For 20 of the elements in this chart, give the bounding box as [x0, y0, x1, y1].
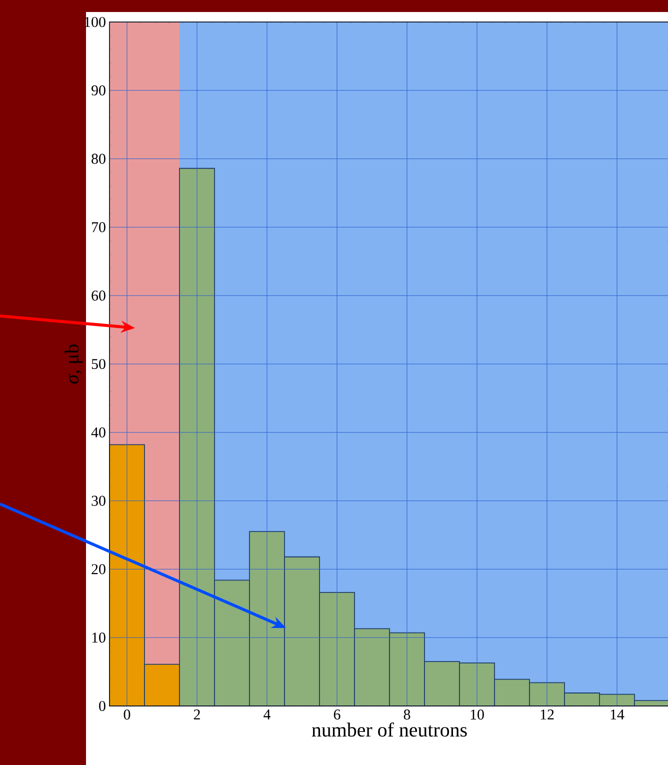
y-tick-label: 70 — [92, 222, 106, 232]
y-tick-label: 20 — [92, 564, 106, 574]
y-tick-label: 30 — [92, 496, 106, 506]
x-tick-label: 8 — [404, 710, 410, 720]
y-tick-label: 40 — [91, 427, 106, 438]
x-tick-label: 4 — [264, 710, 270, 720]
x-tick-label: 6 — [334, 710, 340, 720]
x-tick-label: 12 — [540, 710, 554, 720]
y-tick-label: 0 — [99, 700, 106, 712]
x-tick-label: 14 — [610, 710, 624, 720]
x-tick-label: 10 — [470, 710, 484, 720]
y-tick-label: 60 — [92, 290, 106, 301]
x-axis-title: number of neutrons — [312, 722, 467, 737]
x-tick-label: 0 — [124, 710, 130, 720]
y-tick-label: 80 — [92, 154, 106, 164]
y-tick-label: 90 — [92, 85, 106, 96]
x-tick-label: 2 — [194, 710, 200, 720]
y-axis-title: σ, μb — [64, 344, 83, 384]
y-tick-label: 10 — [92, 632, 106, 643]
y-tick-label: 50 — [92, 358, 106, 370]
